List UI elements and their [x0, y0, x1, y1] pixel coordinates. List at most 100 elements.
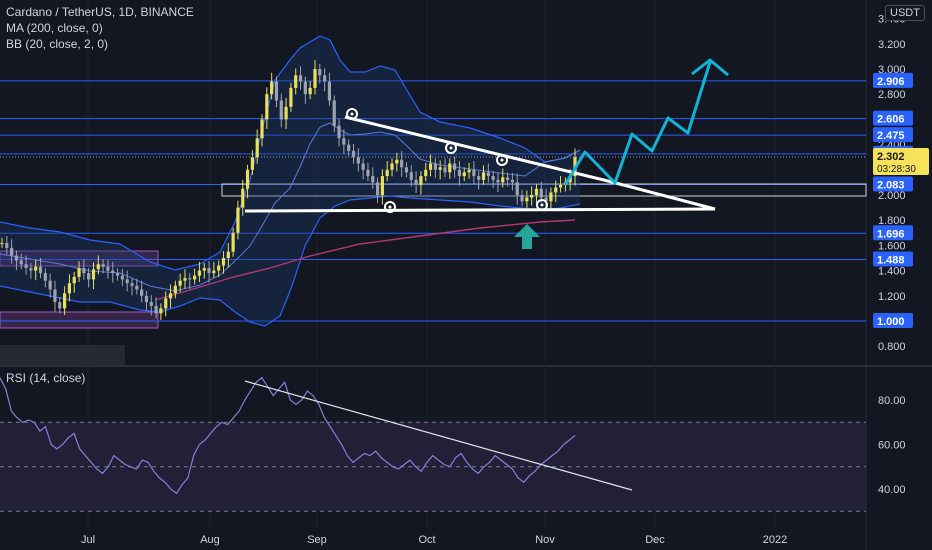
candle-body [274, 81, 279, 101]
candle-35 [168, 284, 173, 308]
candle-39 [188, 273, 192, 289]
candle-96 [462, 167, 466, 182]
candle-102 [491, 171, 495, 188]
candle-body [135, 285, 139, 290]
candle-body [534, 188, 539, 195]
candle-106 [510, 172, 515, 191]
candle-body [457, 169, 462, 177]
candle-body [298, 75, 303, 82]
candle-104 [501, 168, 505, 188]
candle-111 [534, 183, 539, 205]
candle-body [525, 197, 529, 202]
rsi-tick-0: 80.00 [878, 395, 906, 407]
candle-43 [207, 261, 211, 283]
touch-point-0 [346, 108, 358, 120]
candle-body [481, 172, 486, 180]
bb-legend: BB (20, close, 2, 0) [6, 37, 109, 51]
symbol-legend: Cardano / TetherUS, 1D, BINANCE [6, 5, 194, 19]
candle-57 [274, 76, 279, 108]
candle-body [414, 179, 418, 185]
candle-body [43, 273, 47, 281]
candle-101 [486, 163, 490, 183]
price-tick-1: 3.200 [878, 39, 906, 51]
candle-61 [294, 68, 298, 95]
candle-body [424, 169, 428, 177]
candle-103 [496, 172, 500, 192]
candle-37 [178, 273, 182, 293]
candle-90 [433, 158, 437, 178]
candle-114 [549, 187, 553, 210]
candle-body [477, 176, 481, 180]
candle-body [154, 305, 158, 314]
candle-body [279, 100, 283, 120]
candle-6 [29, 263, 33, 279]
candle-69 [332, 95, 336, 133]
touch-point-dot-1 [449, 146, 453, 150]
rsi-tick-2: 40.00 [878, 484, 906, 496]
candle-107 [515, 173, 519, 205]
touch-point-dot-3 [388, 205, 392, 209]
level-label-bg-2 [873, 127, 913, 143]
candle-26 [125, 270, 129, 292]
currency-badge[interactable]: USDT [885, 5, 925, 21]
candle-92 [443, 158, 447, 178]
price-tick-7: 2.000 [878, 190, 906, 202]
candle-105 [505, 172, 510, 187]
price-tick-11: 1.200 [878, 291, 906, 303]
touch-point-3 [384, 201, 396, 213]
candle-body [554, 187, 558, 193]
candle-body [173, 285, 177, 294]
candle-body [390, 163, 394, 170]
candle-body [130, 283, 134, 286]
candle-93 [448, 158, 452, 179]
candle-body [501, 177, 505, 183]
candle-22 [106, 259, 110, 279]
candle-body [342, 138, 346, 145]
rsi-tick-1: 60.00 [878, 440, 906, 452]
candle-body [351, 150, 356, 158]
candle-94 [453, 156, 457, 178]
candle-body [419, 176, 423, 185]
candle-body [58, 302, 62, 309]
candle-2 [10, 239, 14, 264]
candle-body [404, 167, 409, 173]
touch-point-dot-2 [500, 158, 504, 162]
candle-60 [289, 82, 293, 112]
triangle-upper-line [344, 115, 613, 184]
candle-body [149, 302, 153, 306]
candle-0 [0, 237, 4, 248]
candle-27 [130, 278, 134, 296]
candle-42 [202, 263, 206, 279]
level-label-6: 1.488 [877, 255, 905, 267]
candle-99 [477, 171, 481, 190]
candle-110 [530, 186, 534, 206]
candle-body [82, 268, 86, 274]
level-label-1: 2.606 [877, 114, 905, 126]
candle-48 [231, 227, 235, 257]
candle-25 [120, 268, 124, 286]
candle-54 [260, 114, 264, 147]
candle-body [385, 169, 389, 177]
candle-34 [164, 291, 168, 317]
candle-body [111, 270, 115, 274]
price-tick-8: 1.800 [878, 215, 906, 227]
bollinger-mid [0, 122, 581, 292]
candle-body [207, 268, 211, 274]
candle-body [140, 289, 144, 296]
candle-body [120, 275, 124, 280]
candle-32 [154, 297, 158, 319]
candle-47 [226, 242, 230, 268]
candle-86 [414, 171, 418, 193]
price-tick-13: 0.800 [878, 341, 906, 353]
candle-body [395, 159, 399, 164]
candle-15 [72, 271, 76, 293]
price-tick-10: 1.400 [878, 266, 906, 278]
bollinger-upper [0, 35, 581, 271]
candle-77 [371, 167, 375, 189]
candle-10 [48, 273, 52, 298]
candle-body [433, 163, 437, 170]
candle-body [515, 182, 519, 195]
candle-body [549, 192, 553, 202]
candle-71 [342, 129, 346, 155]
